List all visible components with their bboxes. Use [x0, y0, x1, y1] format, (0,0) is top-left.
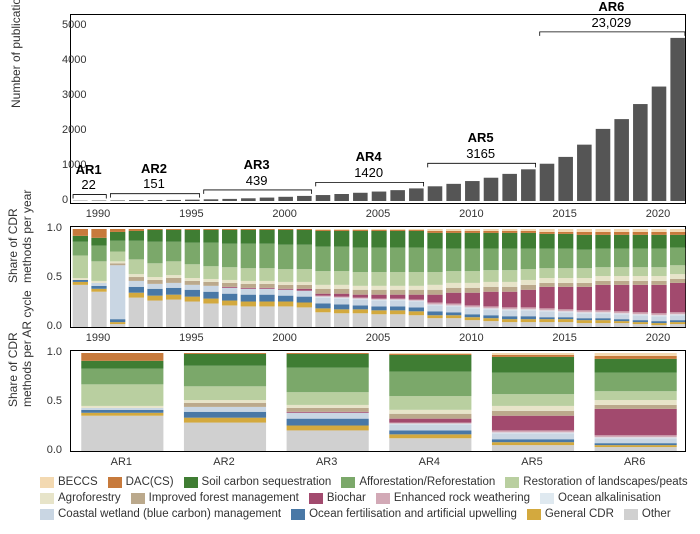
legend-label: Ocean fertilisation and artificial upwel… — [309, 508, 517, 520]
legend-label: BECCS — [58, 476, 98, 488]
legend-label: Restoration of landscapes/peats — [523, 476, 687, 488]
legend-label: Afforestation/Reforestation — [359, 476, 495, 488]
legend-label: DAC(CS) — [126, 476, 174, 488]
annotation-ar1: AR122 — [76, 162, 102, 193]
swatch-affor — [341, 477, 355, 488]
legend-coastal: Coastal wetland (blue carbon) management — [40, 508, 281, 520]
legend-label: Soil carbon sequestration — [202, 476, 332, 488]
swatch-beccs — [40, 477, 54, 488]
panel-share-per-year — [70, 226, 686, 328]
legend-other: Other — [624, 508, 671, 520]
swatch-agro — [40, 493, 54, 504]
swatch-improved — [131, 493, 145, 504]
figure-root: Number of publications Share of CDRmetho… — [0, 0, 700, 534]
legend-label: Ocean alkalinisation — [558, 492, 661, 504]
swatch-dac — [108, 477, 122, 488]
swatch-restor — [505, 477, 519, 488]
legend-label: Coastal wetland (blue carbon) management — [58, 508, 281, 520]
legend-agro: Agroforestry — [40, 492, 121, 504]
stacked-bar-share-cycle — [71, 351, 687, 453]
legend-general: General CDR — [527, 508, 614, 520]
legend-affor: Afforestation/Reforestation — [341, 476, 495, 488]
legend: BECCS DAC(CS) Soil carbon sequestration Aff… — [40, 476, 696, 524]
legend-restor: Restoration of landscapes/peats — [505, 476, 687, 488]
legend-label: Agroforestry — [58, 492, 121, 504]
swatch-fert — [291, 509, 305, 520]
swatch-biochar — [309, 493, 323, 504]
legend-soil: Soil carbon sequestration — [184, 476, 332, 488]
swatch-general — [527, 509, 541, 520]
swatch-alk — [540, 493, 554, 504]
legend-alk: Ocean alkalinisation — [540, 492, 661, 504]
legend-label: General CDR — [545, 508, 614, 520]
panel-share-per-cycle — [70, 350, 686, 452]
legend-biochar: Biochar — [309, 492, 366, 504]
swatch-other — [624, 509, 638, 520]
legend-rock: Enhanced rock weathering — [376, 492, 530, 504]
legend-label: Biochar — [327, 492, 366, 504]
swatch-rock — [376, 493, 390, 504]
annotation-ar4: AR41420 — [354, 149, 383, 180]
annotation-ar5: AR53165 — [466, 130, 495, 161]
legend-beccs: BECCS — [40, 476, 98, 488]
legend-fert: Ocean fertilisation and artificial upwel… — [291, 508, 517, 520]
legend-improved: Improved forest management — [131, 492, 299, 504]
legend-label: Improved forest management — [149, 492, 299, 504]
swatch-coastal — [40, 509, 54, 520]
stacked-bar-share-year — [71, 227, 687, 329]
annotation-ar2: AR2151 — [141, 161, 167, 192]
legend-label: Other — [642, 508, 671, 520]
legend-dac: DAC(CS) — [108, 476, 174, 488]
annotation-ar6: AR623,029 — [591, 0, 631, 30]
annotation-ar3: AR3439 — [244, 157, 270, 188]
swatch-soil — [184, 477, 198, 488]
legend-label: Enhanced rock weathering — [394, 492, 530, 504]
